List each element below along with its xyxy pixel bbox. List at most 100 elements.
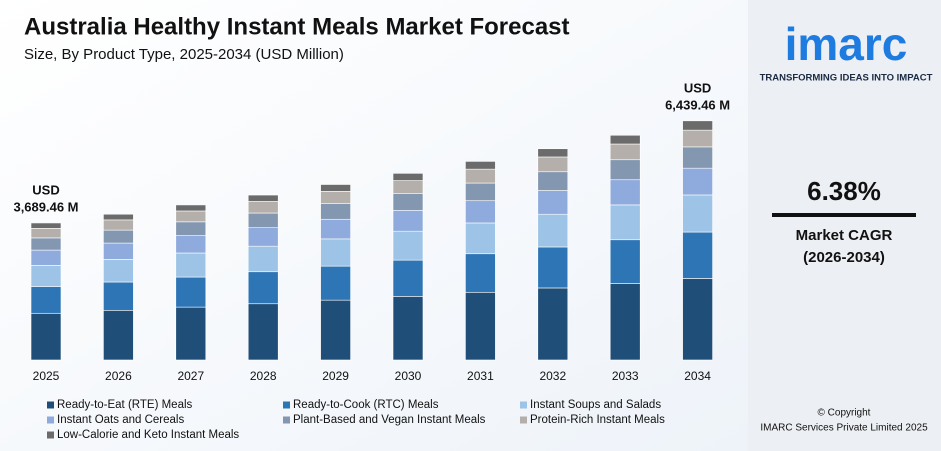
legend-swatch — [283, 401, 290, 409]
total-prefix: USD — [32, 182, 59, 197]
copyright: IMARC Services Private Limited 2025 — [760, 423, 928, 434]
bar-segment — [465, 291, 496, 361]
legend-swatch — [47, 431, 54, 439]
chart-subtitle: Size, By Product Type, 2025-2034 (USD Mi… — [24, 46, 344, 63]
bar-segment — [537, 287, 569, 361]
legend-label: Protein-Rich Instant Meals — [530, 414, 665, 426]
bar-segment — [175, 210, 207, 223]
bar-segment — [30, 228, 62, 239]
cagr-label: Market CAGR — [796, 227, 893, 244]
total-prefix: USD — [684, 80, 711, 95]
legend-label: Instant Oats and Cereals — [57, 414, 184, 426]
bar-segment — [103, 213, 134, 221]
legend-label: Instant Soups and Salads — [530, 399, 661, 411]
bar-segment — [609, 159, 641, 181]
bar-segment — [682, 167, 713, 196]
bar-segment — [175, 252, 207, 278]
bar-segment — [682, 278, 713, 361]
bar-segment — [392, 193, 424, 211]
legend-swatch — [47, 416, 54, 424]
bar-segment — [103, 229, 134, 244]
x-tick-label: 2027 — [177, 369, 204, 383]
bar-segment — [609, 204, 641, 241]
bar-segment — [609, 283, 641, 361]
bar-segment — [247, 194, 279, 202]
bar-segment — [609, 179, 641, 206]
bar-segment — [103, 309, 134, 361]
bar-segment — [320, 184, 351, 192]
bar-segment — [392, 259, 424, 297]
bar-segment — [465, 222, 496, 255]
chart-title: Australia Healthy Instant Meals Market F… — [24, 13, 570, 40]
bar-segment — [103, 219, 134, 231]
bar-segment — [103, 242, 134, 260]
legend-label: Plant-Based and Vegan Instant Meals — [293, 414, 486, 426]
bar-segment — [175, 306, 207, 361]
legend-label: Ready-to-Cook (RTC) Meals — [293, 399, 439, 411]
x-tick-label: 2033 — [612, 369, 639, 383]
bar-segment — [609, 239, 641, 284]
x-tick-label: 2029 — [322, 369, 349, 383]
bar-segment — [247, 212, 279, 229]
bar-segment — [682, 120, 713, 131]
bar-segment — [537, 171, 569, 191]
copyright: © Copyright — [818, 408, 871, 419]
bar-segment — [537, 213, 569, 248]
bar-segment — [247, 227, 279, 247]
x-tick-label: 2030 — [395, 369, 422, 383]
bar-segment — [175, 204, 207, 212]
bar-segment — [682, 231, 713, 279]
bar-segment — [465, 161, 496, 170]
bar-segment — [609, 134, 641, 145]
bar-segment — [465, 200, 496, 224]
cagr-value: 6.38% — [807, 176, 881, 206]
bar-segment — [609, 143, 641, 161]
bar-segment — [247, 201, 279, 214]
bar-segment — [247, 271, 279, 305]
bar-segment — [30, 286, 62, 314]
bar-segment — [30, 265, 62, 287]
bar-segment — [320, 191, 351, 204]
tagline: TRANSFORMING IDEAS INTO IMPACT — [760, 73, 933, 84]
legend-swatch — [520, 401, 527, 409]
bar-segment — [103, 281, 134, 311]
bar-segment — [320, 299, 351, 361]
bar-segment — [247, 245, 279, 273]
bar-segment — [247, 303, 279, 361]
cagr-period: (2026-2034) — [803, 249, 885, 266]
legend-swatch — [47, 401, 54, 409]
x-tick-label: 2028 — [250, 369, 277, 383]
x-tick-label: 2025 — [33, 369, 60, 383]
x-tick-label: 2032 — [539, 369, 566, 383]
bar-segment — [537, 190, 569, 215]
bar-segment — [465, 182, 496, 202]
bar-segment — [30, 237, 62, 251]
bar-segment — [175, 235, 207, 254]
bar-segment — [175, 276, 207, 308]
bar-segment — [103, 259, 134, 283]
bar-segment — [537, 156, 569, 173]
bar-segment — [320, 238, 351, 267]
bar-segment — [392, 296, 424, 361]
total-label: 6,439.46 M — [665, 97, 730, 112]
bar-segment — [465, 253, 496, 293]
side-panel — [748, 0, 941, 451]
legend-swatch — [283, 416, 290, 424]
bar-segment — [320, 203, 351, 220]
bar-segment — [320, 265, 351, 301]
cagr-divider — [772, 213, 916, 217]
bar-segment — [682, 146, 713, 169]
bar-segment — [320, 218, 351, 240]
bar-segment — [30, 312, 62, 361]
legend-label: Ready-to-Eat (RTE) Meals — [57, 399, 193, 411]
bar-segment — [392, 209, 424, 232]
legend-label: Low-Calorie and Keto Instant Meals — [57, 429, 239, 441]
bar-segment — [392, 173, 424, 181]
legend-swatch — [520, 416, 527, 424]
bar-segment — [537, 148, 569, 158]
bar-segment — [175, 221, 207, 236]
bar-segment — [30, 249, 62, 266]
bar-segment — [682, 194, 713, 233]
x-tick-label: 2034 — [684, 369, 711, 383]
